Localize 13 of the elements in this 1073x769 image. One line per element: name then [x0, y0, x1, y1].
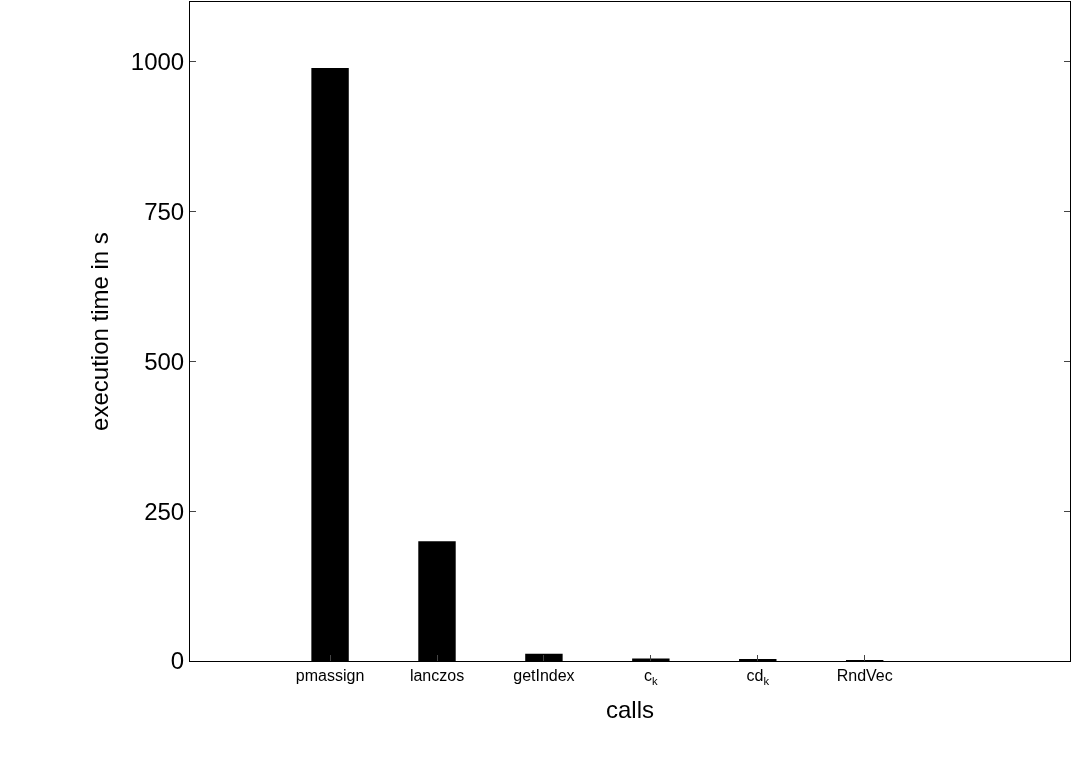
y-tick-label: 750 — [144, 198, 185, 226]
y-tick-label: 250 — [144, 497, 185, 525]
y-tick-label: 0 — [170, 647, 185, 675]
x-tick-label: RndVec — [836, 667, 893, 685]
x-axis-title: calls — [605, 695, 655, 723]
y-axis-title: execution time in s — [85, 232, 113, 431]
x-tick-label: pmassign — [295, 667, 365, 685]
y-tick-label: 500 — [144, 347, 185, 375]
y-tick-label: 1000 — [130, 48, 185, 76]
x-tick-label: c$_{k}$ — [644, 667, 659, 687]
x-tick-label: getIndex — [513, 667, 575, 685]
x-tick-label: lanczos — [409, 667, 465, 685]
x-tick-label: cd$_{k}$ — [746, 667, 770, 687]
